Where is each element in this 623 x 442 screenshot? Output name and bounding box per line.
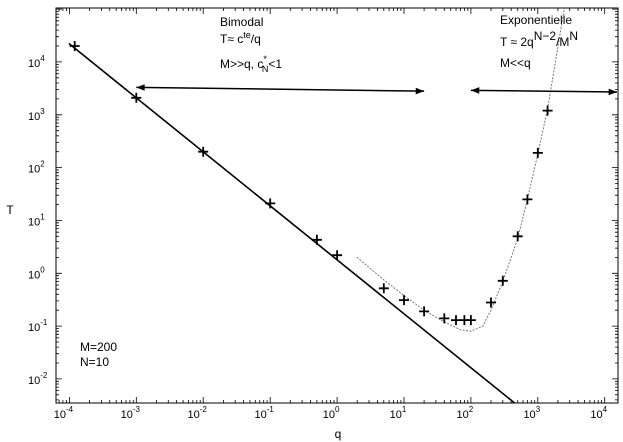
y-tick-label: 101 [28,212,45,228]
x-tick-label: 102 [457,405,474,421]
annotation-bimodal-condition: M>>q, c* N<1 [220,54,282,74]
data-point-marker [486,297,496,308]
annotation-params: M=200 N=10 [80,340,117,369]
x-tick-label: 10-3 [121,405,141,421]
x-tick-label: 101 [390,405,407,421]
y-tick-label: 104 [28,54,45,70]
x-tick-label: 10-4 [54,405,74,421]
data-point-marker [522,194,533,205]
annotation-exponentielle-condition: M<<q [500,56,531,70]
data-point-marker [332,250,343,261]
y-tick-label: 10-2 [28,371,48,387]
x-tick-label: 10-2 [188,405,208,421]
x-axis-label: q [335,427,342,441]
annotation-exponentielle-formula: T ≈ 2qN−2/MN [500,29,578,49]
data-point-marker [497,275,508,286]
y-tick-label: 102 [28,160,45,176]
annotation-exponentielle-title: Exponentielle [500,13,572,27]
y-tick-label: 103 [28,107,45,123]
data-point-marker [465,315,476,326]
annotation-bimodal: Bimodal T≈ cte/q M>>q, c* N<1 [220,15,282,74]
y-axis-label: T [6,203,14,217]
annotation-bimodal-formula: T≈ cte/q [220,30,261,46]
data-point-marker [512,231,523,242]
arrowhead [470,87,480,94]
plot-frame [55,7,619,404]
data-point-marker [419,306,430,317]
range-arrow-line [470,89,618,93]
data-point-marker [198,146,209,157]
y-tick-label: 10-1 [28,318,48,334]
annotation-params-m: M=200 [80,340,117,354]
x-tick-label: 10-1 [255,405,275,421]
x-tick-label: 104 [590,405,607,421]
range-arrow-line [136,86,425,92]
data-point-marker [378,283,389,294]
x-tick-label: 103 [523,405,540,421]
arrowhead [136,84,145,91]
y-tick-label: 100 [28,265,45,281]
data-point-marker [542,105,553,116]
data-point-marker [131,92,142,103]
fit-curve-dotted [356,8,565,332]
power-law-line [68,43,516,403]
data-point-marker [69,41,80,51]
arrowhead [415,87,425,95]
data-point-marker [532,147,543,158]
data-point-marker [451,315,461,326]
data-point-marker [265,198,276,209]
annotation-bimodal-title: Bimodal [220,15,263,29]
x-tick-label: 100 [323,405,340,421]
arrowhead [608,88,617,96]
data-point-marker [439,313,450,324]
annotation-exponentielle: Exponentielle T ≈ 2qN−2/MN M<<q [500,13,578,70]
data-point-marker [399,295,409,306]
data-point-marker [311,234,322,245]
annotation-params-n: N=10 [80,355,109,369]
